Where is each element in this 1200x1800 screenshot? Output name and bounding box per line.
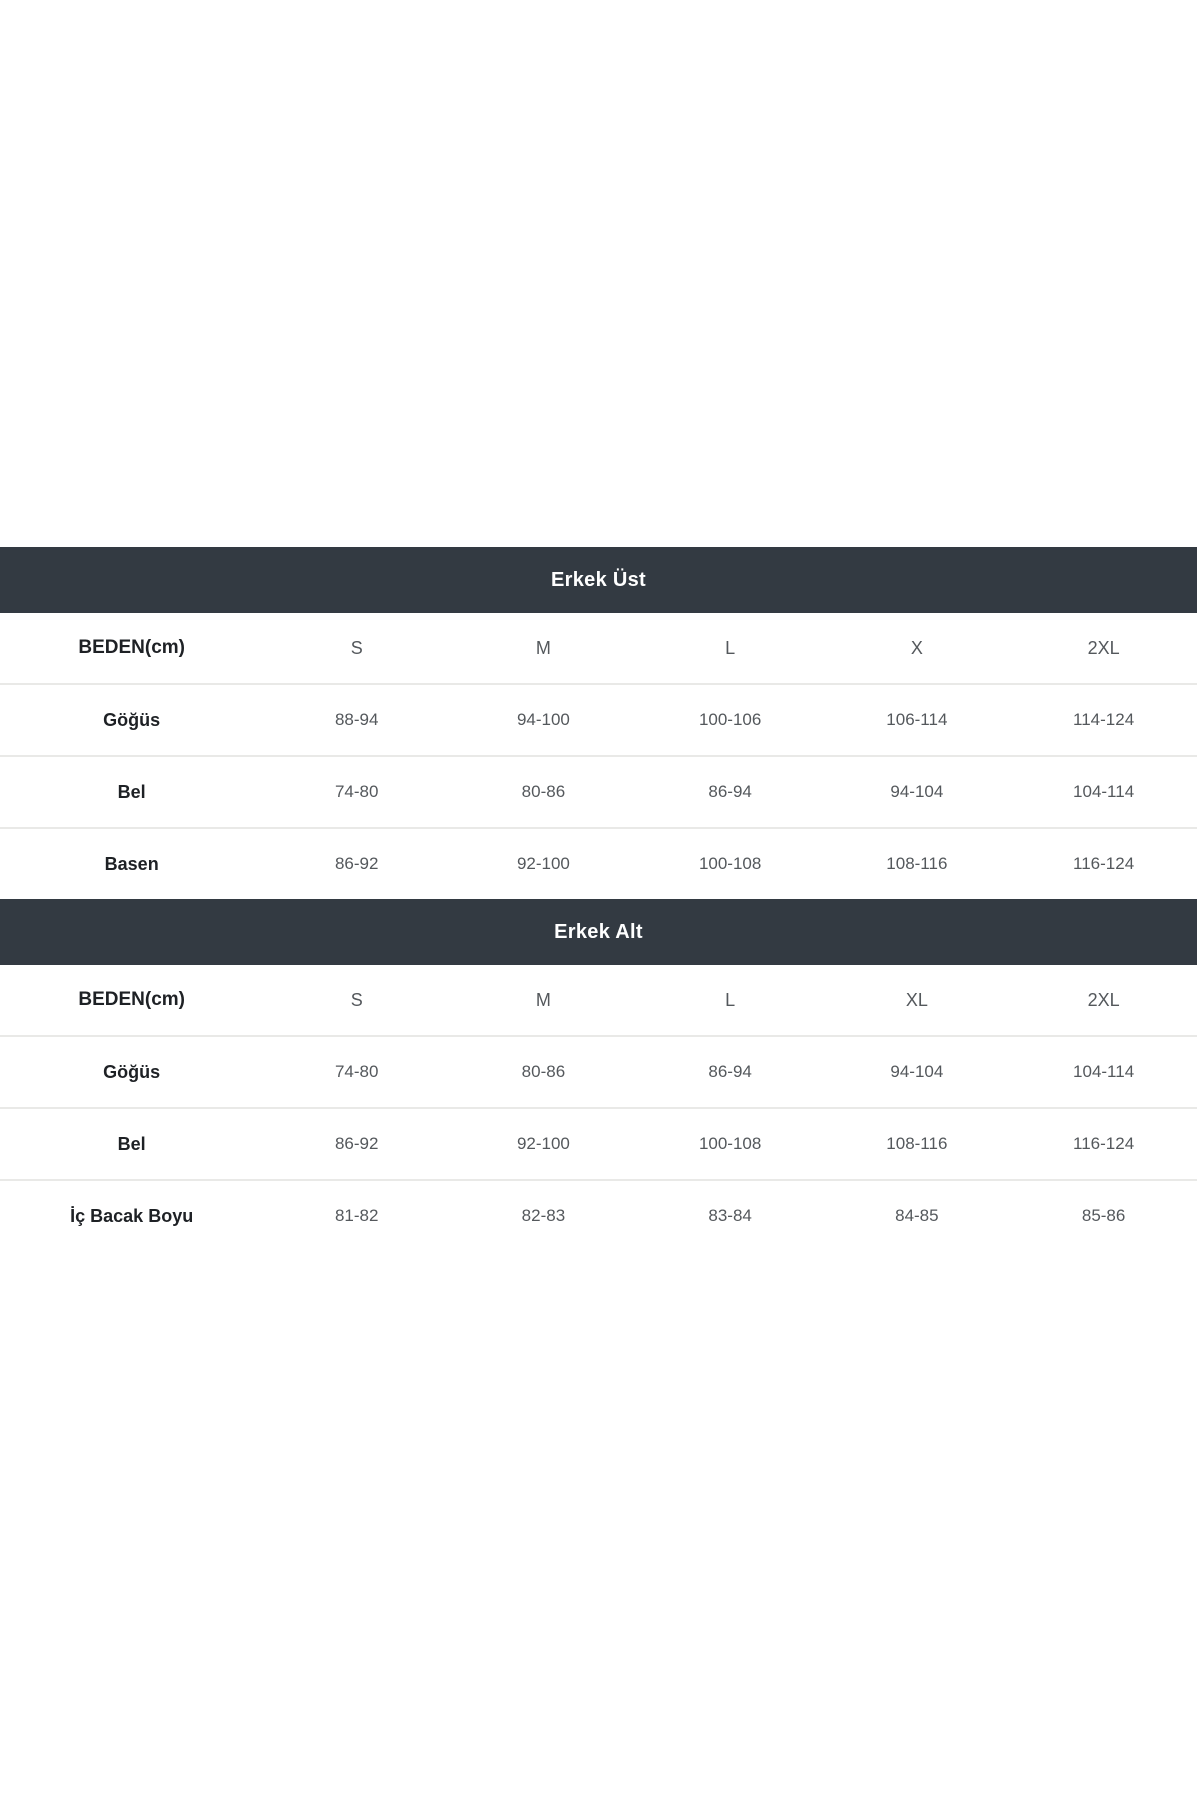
table-row: Göğüs 88-94 94-100 100-106 106-114 114-124 bbox=[0, 684, 1197, 757]
column-header-size: XL bbox=[823, 965, 1011, 1037]
measure-label: İç Bacak Boyu bbox=[70, 1205, 194, 1226]
size-value-cell: 92-100 bbox=[516, 854, 570, 873]
section-title: Erkek Alt bbox=[554, 920, 643, 943]
size-value-cell: 108-116 bbox=[823, 1108, 1011, 1181]
size-value-cell: 74-80 bbox=[263, 1036, 451, 1109]
size-value-cell: 114-124 bbox=[1010, 684, 1197, 757]
size-value-cell: 94-104 bbox=[823, 756, 1011, 829]
size-value-cell: 86-94 bbox=[636, 1036, 824, 1109]
size-value-cell: 74-80 bbox=[263, 756, 451, 829]
size-value-cell: 106-114 bbox=[823, 684, 1011, 757]
size-value-cell: 86-92 bbox=[263, 1108, 451, 1181]
size-value-cell: 104-114 bbox=[1010, 756, 1197, 829]
size-value-cell: 86-94 bbox=[636, 756, 824, 829]
table-row: Bel 74-80 80-86 86-94 94-104 104-114 bbox=[0, 756, 1197, 829]
size-value-cell: 104-114 bbox=[1010, 1036, 1197, 1109]
size-value-cell: 100-106 bbox=[636, 684, 824, 757]
measure-label: Göğüs bbox=[0, 684, 264, 757]
size-value-cell: 82-83 bbox=[521, 1206, 566, 1225]
size-value-cell: 85-86 bbox=[1081, 1206, 1126, 1225]
column-header-size: M bbox=[450, 613, 637, 685]
size-value-cell: 92-100 bbox=[450, 1108, 637, 1181]
section-header-erkek-alt: Erkek Alt bbox=[0, 899, 1197, 965]
size-value-cell: 84-85 bbox=[895, 1206, 939, 1225]
table-row: İç Bacak Boyu 81-82 82-83 83-84 84-85 85-86 bbox=[0, 1180, 1197, 1251]
size-value-cell: 80-86 bbox=[450, 756, 637, 829]
column-header-size: 2XL bbox=[1010, 965, 1197, 1037]
section-header-erkek-ust: Erkek Üst bbox=[0, 547, 1197, 613]
table-row: Göğüs 74-80 80-86 86-94 94-104 104-114 bbox=[0, 1036, 1197, 1109]
size-table-erkek-ust: BEDEN(cm) S M L X 2XL Göğüs 88-94 94-100 10… bbox=[0, 613, 1197, 899]
size-value-cell: 83-84 bbox=[708, 1206, 752, 1225]
size-chart: Erkek Üst BEDEN(cm) S M L X 2XL Göğüs 88-… bbox=[0, 547, 1197, 1251]
column-header-size: L bbox=[636, 965, 824, 1037]
size-value-cell: 88-94 bbox=[263, 684, 451, 757]
size-value-cell: 94-104 bbox=[823, 1036, 1011, 1109]
table-row: Basen 86-92 92-100 100-108 108-116 116-124 bbox=[0, 828, 1197, 899]
size-value-cell: 80-86 bbox=[450, 1036, 637, 1109]
size-value-cell: 81-82 bbox=[334, 1206, 379, 1225]
measure-label: Bel bbox=[0, 1108, 264, 1181]
column-header-size: X bbox=[823, 613, 1011, 685]
section-title: Erkek Üst bbox=[551, 568, 646, 591]
size-value-cell: 116-124 bbox=[1010, 1108, 1197, 1181]
measure-label: Basen bbox=[104, 853, 159, 874]
column-header-size: 2XL bbox=[1010, 613, 1197, 685]
column-header-size: L bbox=[636, 613, 824, 685]
size-table-erkek-alt: BEDEN(cm) S M L XL 2XL Göğüs 74-80 80-86 86… bbox=[0, 965, 1197, 1251]
size-value-cell: 116-124 bbox=[1073, 854, 1135, 873]
column-header-size: M bbox=[450, 965, 637, 1037]
header-row: BEDEN(cm) S M L XL 2XL bbox=[0, 965, 1197, 1037]
size-value-cell: 108-116 bbox=[886, 854, 948, 873]
size-value-cell: 86-92 bbox=[334, 854, 379, 873]
column-header-size: S bbox=[263, 613, 451, 685]
measure-label: Bel bbox=[0, 756, 264, 829]
column-header-beden: BEDEN(cm) bbox=[0, 613, 264, 685]
size-value-cell: 100-108 bbox=[698, 854, 762, 873]
measure-label: Göğüs bbox=[0, 1036, 264, 1109]
column-header-size: S bbox=[263, 965, 451, 1037]
size-value-cell: 94-100 bbox=[450, 684, 637, 757]
column-header-beden: BEDEN(cm) bbox=[0, 965, 264, 1037]
size-value-cell: 100-108 bbox=[636, 1108, 824, 1181]
table-row: Bel 86-92 92-100 100-108 108-116 116-124 bbox=[0, 1108, 1197, 1181]
header-row: BEDEN(cm) S M L X 2XL bbox=[0, 613, 1197, 685]
